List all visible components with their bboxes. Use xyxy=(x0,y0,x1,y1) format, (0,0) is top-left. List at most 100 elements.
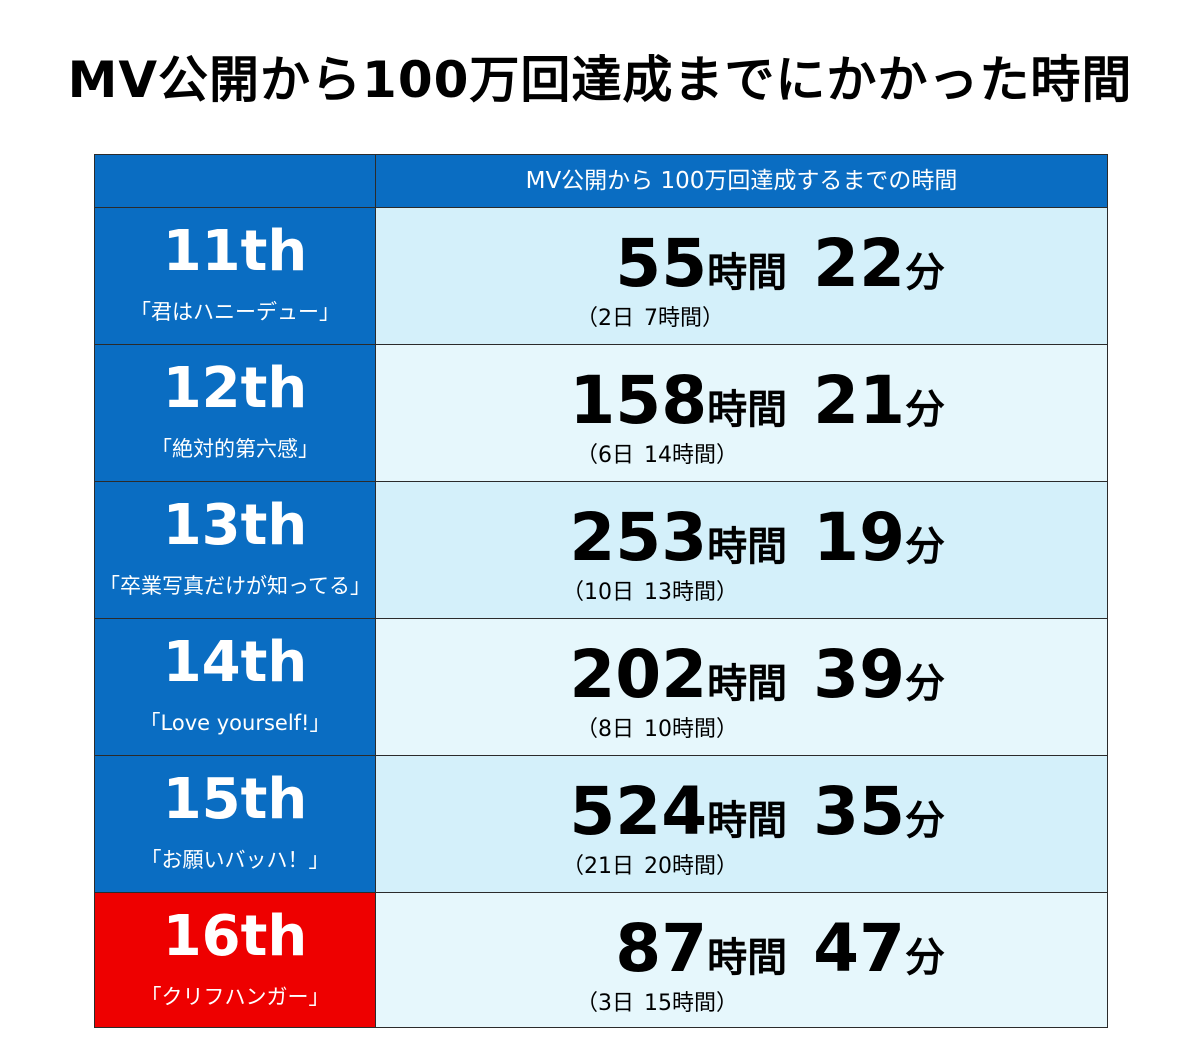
days-value: 6 xyxy=(598,443,613,468)
table-body: 11th 「君はハニーデュー」 55時間 22分 （2日 7時間） 12th 「絶対的第六感」… xyxy=(95,208,1107,1027)
minutes-value: 21 xyxy=(813,362,905,439)
song-title: 「お願いバッハ！」 xyxy=(140,848,330,872)
paren-open: （ xyxy=(562,580,585,605)
song-title: 「卒業写真だけが知ってる」 xyxy=(99,574,371,598)
paren-open: （ xyxy=(576,443,599,468)
days-hours-note: （21日 20時間） xyxy=(562,852,738,882)
time-main-value: 158時間 21分 xyxy=(569,361,945,458)
days-unit: 日 xyxy=(612,443,635,468)
paren-close: ） xyxy=(716,443,739,468)
header-column-label: MV公開から 100万回達成するまでの時間 xyxy=(376,155,1107,207)
hours-unit: 時間 xyxy=(707,798,788,844)
paren-open: （ xyxy=(576,306,599,331)
song-title: 「Love yourself!」 xyxy=(139,711,331,735)
days-hours-note: （6日 14時間） xyxy=(576,441,738,471)
minutes-value: 35 xyxy=(813,773,905,850)
hours-unit: 時間 xyxy=(707,524,788,570)
rem-hours-unit: 時間 xyxy=(672,854,717,879)
hours-value: 253 xyxy=(569,499,708,576)
hours-value: 202 xyxy=(569,636,708,713)
days-unit: 日 xyxy=(612,854,635,879)
single-label-cell: 16th 「クリフハンガー」 xyxy=(95,893,376,1027)
page-title: MV公開から100万回達成までにかかった時間 xyxy=(67,51,1133,109)
days-hours-note: （10日 13時間） xyxy=(562,578,738,608)
time-main-value: 253時間 19分 xyxy=(569,498,945,595)
single-number: 14th xyxy=(162,630,308,695)
minutes-unit: 分 xyxy=(905,524,945,570)
time-main-value: 55時間 22分 xyxy=(615,224,945,321)
days-unit: 日 xyxy=(612,991,635,1016)
paren-close: ） xyxy=(716,854,739,879)
time-value-cell: 524時間 35分 （21日 20時間） xyxy=(376,756,1107,892)
paren-close: ） xyxy=(702,306,725,331)
single-number: 15th xyxy=(162,767,308,832)
days-value: 8 xyxy=(598,717,613,742)
rem-hours-unit: 時間 xyxy=(672,443,717,468)
rem-hours-value: 10 xyxy=(644,717,673,742)
minutes-unit: 分 xyxy=(905,250,945,296)
time-value-cell: 202時間 39分 （8日 10時間） xyxy=(376,619,1107,755)
time-main-value: 524時間 35分 xyxy=(569,772,945,869)
time-value-cell: 253時間 19分 （10日 13時間） xyxy=(376,482,1107,618)
minutes-value: 47 xyxy=(813,910,905,987)
rem-hours-unit: 時間 xyxy=(672,991,717,1016)
rem-hours-value: 15 xyxy=(644,991,673,1016)
time-main-value: 202時間 39分 xyxy=(569,635,945,732)
table-row: 11th 「君はハニーデュー」 55時間 22分 （2日 7時間） xyxy=(95,208,1107,345)
days-value: 2 xyxy=(598,306,613,331)
rem-hours-value: 20 xyxy=(644,854,673,879)
header-empty-cell xyxy=(95,155,376,207)
days-value: 10 xyxy=(584,580,613,605)
hours-unit: 時間 xyxy=(707,387,788,433)
minutes-unit: 分 xyxy=(905,935,945,981)
hours-value: 524 xyxy=(569,773,708,850)
single-number: 11th xyxy=(162,219,308,284)
rem-hours-unit: 時間 xyxy=(672,580,717,605)
days-unit: 日 xyxy=(612,580,635,605)
table-row: 13th 「卒業写真だけが知ってる」 253時間 19分 （10日 13時間） xyxy=(95,482,1107,619)
single-label-cell: 13th 「卒業写真だけが知ってる」 xyxy=(95,482,376,618)
time-value-cell: 87時間 47分 （3日 15時間） xyxy=(376,893,1107,1027)
table-row: 12th 「絶対的第六感」 158時間 21分 （6日 14時間） xyxy=(95,345,1107,482)
minutes-unit: 分 xyxy=(905,387,945,433)
hours-unit: 時間 xyxy=(707,661,788,707)
song-title: 「絶対的第六感」 xyxy=(151,437,319,461)
table-row: 15th 「お願いバッハ！」 524時間 35分 （21日 20時間） xyxy=(95,756,1107,893)
minutes-unit: 分 xyxy=(905,798,945,844)
days-hours-note: （3日 15時間） xyxy=(576,989,738,1019)
paren-open: （ xyxy=(576,991,599,1016)
rem-hours-value: 13 xyxy=(644,580,673,605)
minutes-value: 22 xyxy=(813,225,905,302)
days-value: 3 xyxy=(598,991,613,1016)
paren-close: ） xyxy=(716,717,739,742)
hours-unit: 時間 xyxy=(707,250,788,296)
time-value-cell: 158時間 21分 （6日 14時間） xyxy=(376,345,1107,481)
rem-hours-value: 7 xyxy=(644,306,659,331)
single-label-cell: 14th 「Love yourself!」 xyxy=(95,619,376,755)
days-value: 21 xyxy=(584,854,613,879)
single-number: 12th xyxy=(162,356,308,421)
days-unit: 日 xyxy=(612,306,635,331)
time-table: MV公開から 100万回達成するまでの時間 11th 「君はハニーデュー」 55時間… xyxy=(94,154,1108,1028)
time-value-cell: 55時間 22分 （2日 7時間） xyxy=(376,208,1107,344)
song-title: 「君はハニーデュー」 xyxy=(130,300,340,324)
single-number: 16th xyxy=(162,904,308,969)
single-number: 13th xyxy=(162,493,308,558)
table-row: 16th 「クリフハンガー」 87時間 47分 （3日 15時間） xyxy=(95,893,1107,1027)
table-row: 14th 「Love yourself!」 202時間 39分 （8日 10時間） xyxy=(95,619,1107,756)
minutes-unit: 分 xyxy=(905,661,945,707)
hours-value: 55 xyxy=(615,225,708,302)
paren-open: （ xyxy=(576,717,599,742)
single-label-cell: 12th 「絶対的第六感」 xyxy=(95,345,376,481)
days-hours-note: （2日 7時間） xyxy=(576,304,724,334)
hours-value: 158 xyxy=(569,362,708,439)
rem-hours-unit: 時間 xyxy=(658,306,703,331)
table-header-row: MV公開から 100万回達成するまでの時間 xyxy=(95,155,1107,208)
rem-hours-unit: 時間 xyxy=(672,717,717,742)
paren-close: ） xyxy=(716,991,739,1016)
song-title: 「クリフハンガー」 xyxy=(140,985,330,1009)
minutes-value: 19 xyxy=(813,499,905,576)
time-main-value: 87時間 47分 xyxy=(615,909,945,1006)
rem-hours-value: 14 xyxy=(644,443,673,468)
paren-open: （ xyxy=(562,854,585,879)
